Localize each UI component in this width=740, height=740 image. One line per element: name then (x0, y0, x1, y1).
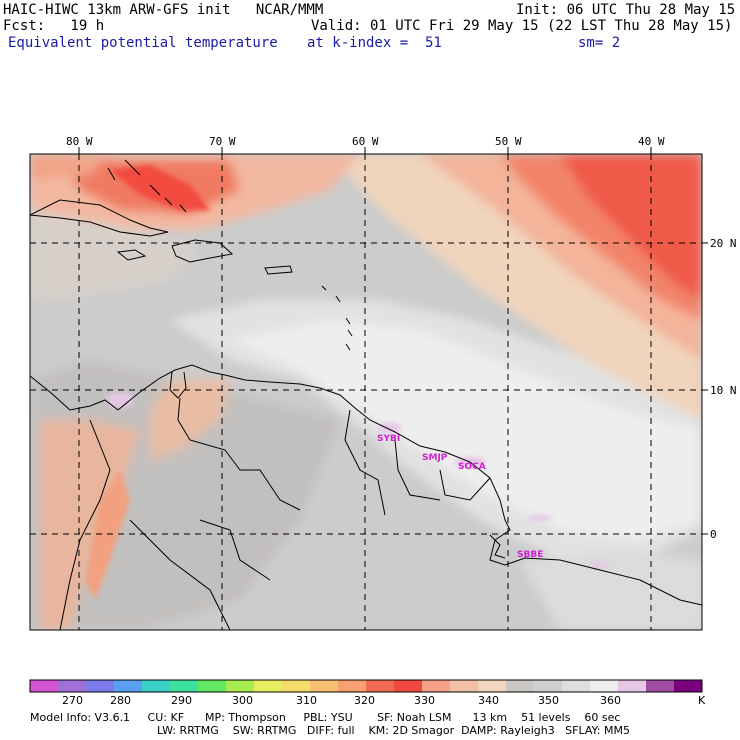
colorbar-swatch (86, 680, 115, 692)
colorbar-swatch (394, 680, 423, 692)
colorbar-frame (29, 679, 703, 693)
model-info-line2: LW: RRTMG SW: RRTMG DIFF: full KM: 2D Sm… (157, 724, 630, 737)
lat-label-0: 0 (710, 528, 717, 541)
lat-label-10n: 10 N (710, 384, 737, 397)
colorbar-swatch (282, 680, 311, 692)
colorbar-swatch (338, 680, 367, 692)
colorbar-unit: K (698, 694, 706, 707)
field-name: Equivalent potential temperature (8, 35, 278, 51)
colorbar-swatch (562, 680, 591, 692)
init-time: Init: 06 UTC Thu 28 May 15 (516, 2, 736, 18)
valid-time: Valid: 01 UTC Fri 29 May 15 (22 LST Thu … (311, 18, 733, 34)
colorbar-tick-280: 280 (110, 694, 131, 707)
colorbar-tick-360: 360 (600, 694, 621, 707)
colorbar-swatch (366, 680, 395, 692)
station-sbbe: SBBE (517, 550, 543, 560)
colorbar-swatch (450, 680, 479, 692)
station-smjp: SMJP (422, 453, 448, 463)
colorbar-tick-310: 310 (296, 694, 317, 707)
colorbar-tick-330: 330 (414, 694, 435, 707)
lon-label-60w: 60 W (352, 135, 379, 148)
model-info-line1: Model Info: V3.6.1 CU: KF MP: Thompson P… (30, 711, 621, 724)
lon-label-50w: 50 W (495, 135, 522, 148)
colorbar-swatch (590, 680, 619, 692)
colorbar-tick-290: 290 (171, 694, 192, 707)
colorbar-swatch (114, 680, 143, 692)
colorbar-swatch (422, 680, 451, 692)
colorbar-swatch (170, 680, 199, 692)
map-frame (29, 153, 703, 631)
level-label: at k-index = 51 (307, 35, 442, 51)
colorbar-swatch (30, 680, 59, 692)
colorbar-swatch (226, 680, 255, 692)
station-soca: SOCA (458, 462, 486, 472)
lon-label-80w: 80 W (66, 135, 93, 148)
colorbar-swatch (254, 680, 283, 692)
lat-label-20n: 20 N (710, 237, 737, 250)
colorbar-tick-340: 340 (478, 694, 499, 707)
colorbar-tick-270: 270 (62, 694, 83, 707)
colorbar-tick-350: 350 (538, 694, 559, 707)
colorbar-tick-300: 300 (232, 694, 253, 707)
smoothing-label: sm= 2 (578, 35, 621, 51)
forecast-hour: Fcst: 19 h (3, 18, 105, 34)
header-title: HAIC-HIWC 13km ARW-GFS init NCAR/MMM (3, 2, 324, 18)
colorbar-swatch (310, 680, 339, 692)
colorbar-swatch (618, 680, 647, 692)
colorbar-swatch (506, 680, 535, 692)
lon-label-70w: 70 W (209, 135, 236, 148)
lat-lon-grid (30, 154, 702, 630)
axis-ticks (78, 147, 708, 535)
colorbar (29, 679, 703, 693)
colorbar-swatch (198, 680, 227, 692)
coastlines (30, 159, 702, 630)
colorbar-swatch (646, 680, 675, 692)
colorbar-swatch (58, 680, 87, 692)
colorbar-swatch (142, 680, 171, 692)
colorbar-swatch (534, 680, 563, 692)
lon-label-40w: 40 W (638, 135, 665, 148)
colorbar-swatch (478, 680, 507, 692)
station-sybi: SYBI (377, 434, 400, 444)
colorbar-swatch (674, 680, 703, 692)
colorbar-tick-320: 320 (354, 694, 375, 707)
theta-e-field (30, 154, 702, 630)
